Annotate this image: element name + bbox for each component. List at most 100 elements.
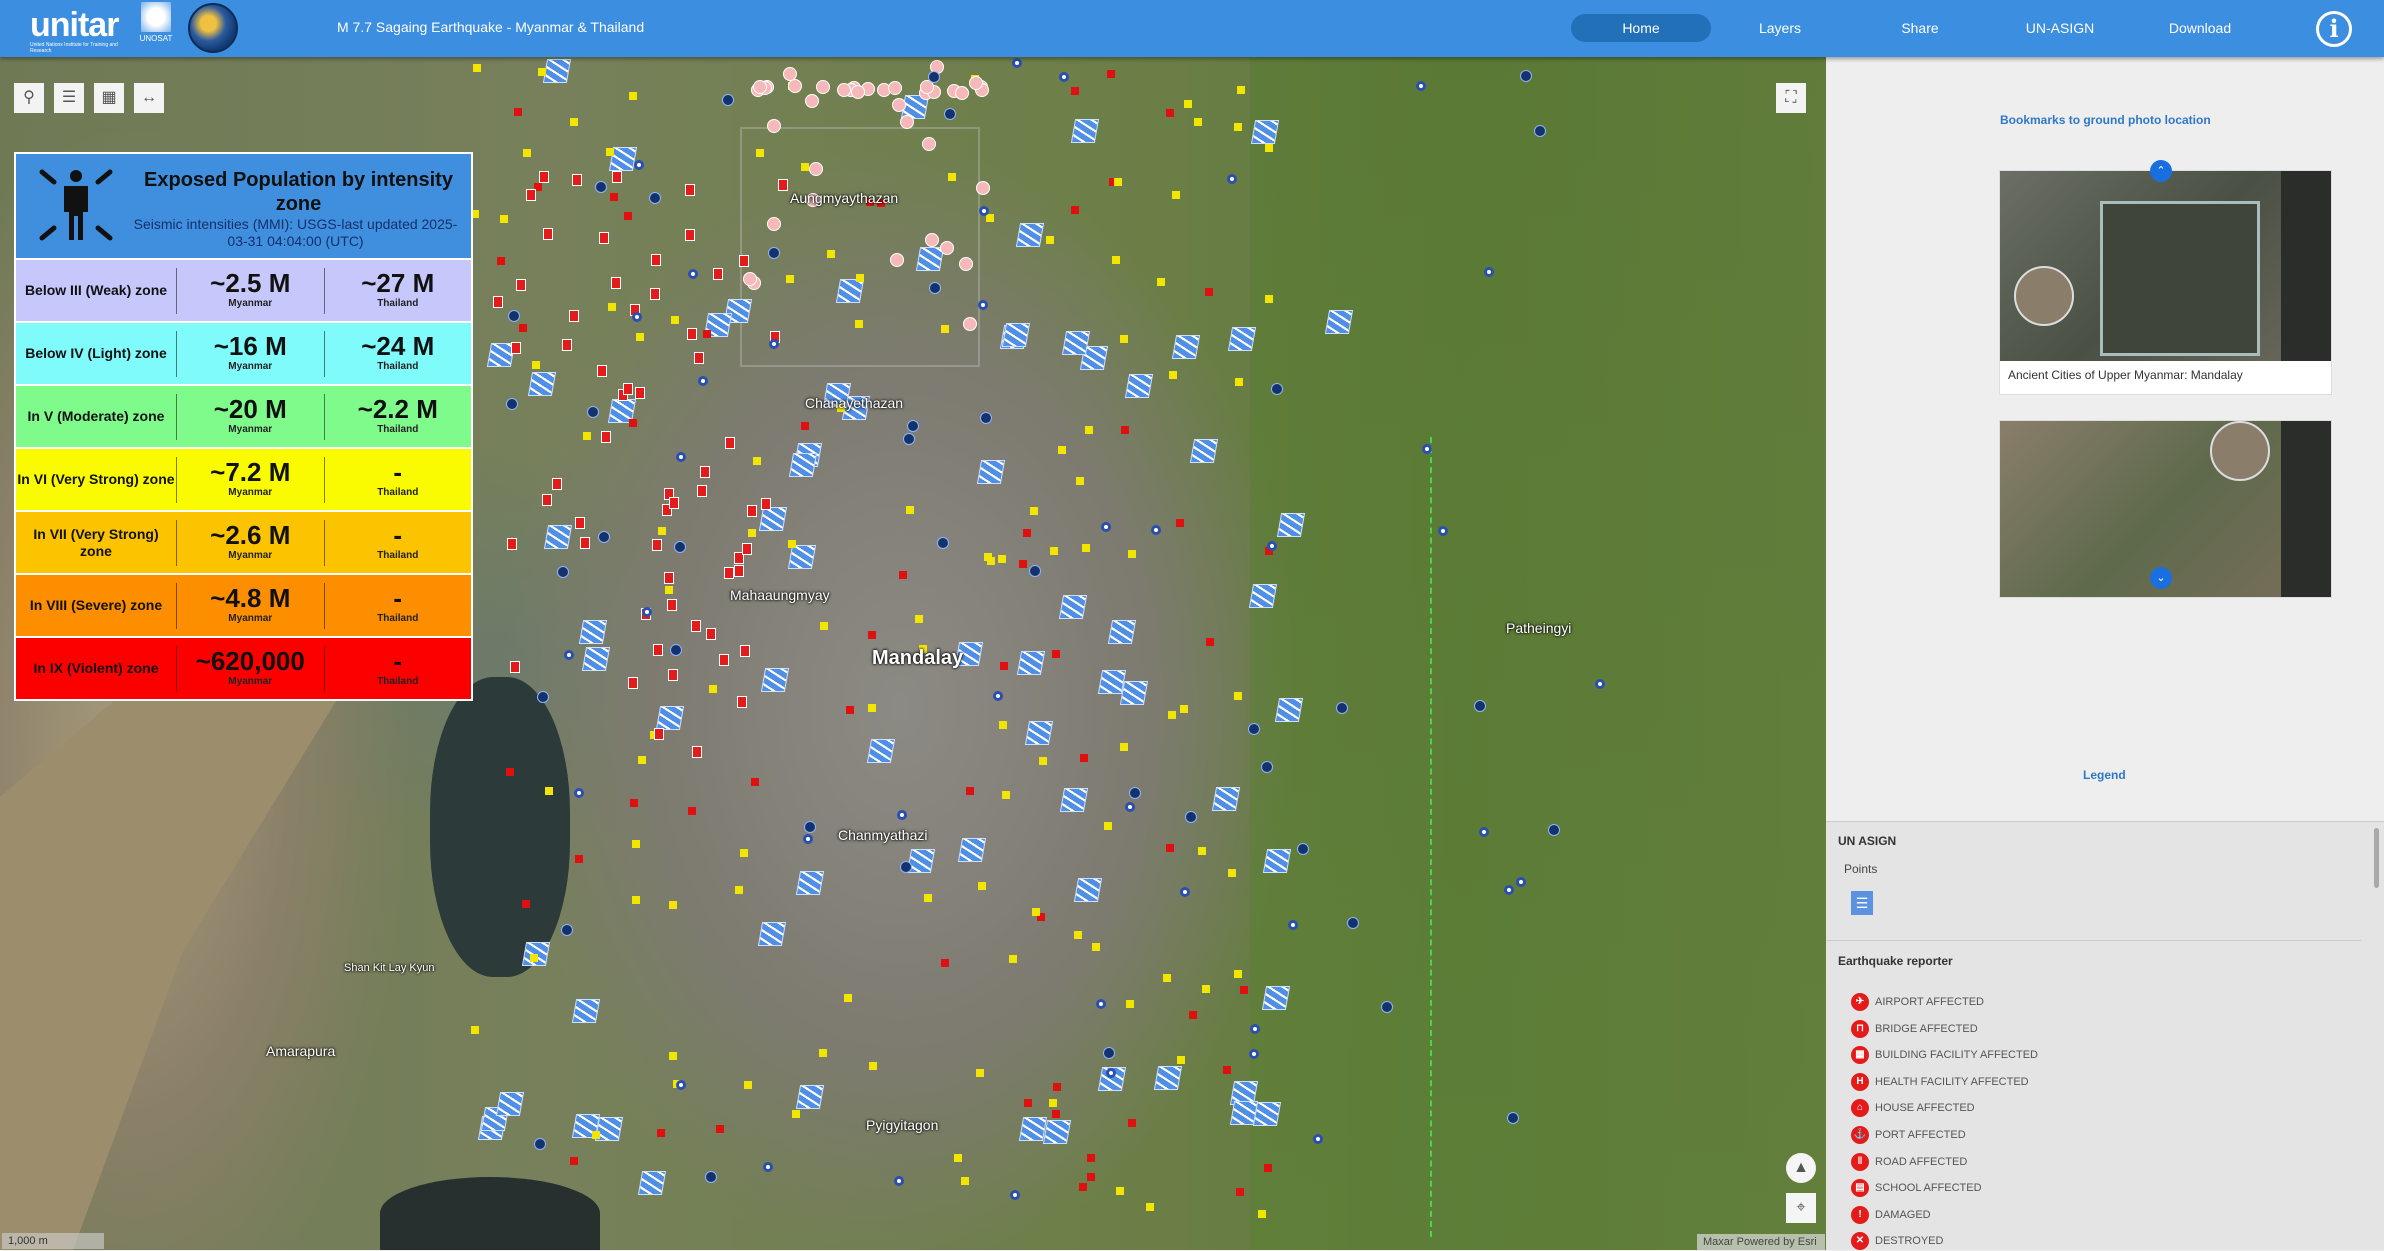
point-marker[interactable] bbox=[751, 777, 760, 786]
reporter-marker[interactable] bbox=[718, 654, 729, 667]
point-marker[interactable] bbox=[632, 895, 641, 904]
building-marker[interactable] bbox=[1296, 842, 1309, 855]
un-asign-marker[interactable] bbox=[637, 1171, 667, 1196]
point-marker[interactable] bbox=[735, 886, 744, 895]
building-marker[interactable] bbox=[722, 94, 735, 107]
point-marker[interactable] bbox=[628, 91, 637, 100]
point-marker[interactable] bbox=[1002, 791, 1011, 800]
point-marker[interactable] bbox=[1019, 560, 1028, 569]
point-marker[interactable] bbox=[1052, 649, 1061, 658]
un-asign-marker[interactable] bbox=[527, 371, 556, 396]
building-marker[interactable] bbox=[903, 432, 916, 445]
reporter-cluster-marker[interactable] bbox=[975, 180, 990, 195]
reporter-marker[interactable] bbox=[599, 232, 610, 245]
legend-link[interactable]: Legend bbox=[2083, 768, 2126, 782]
un-asign-marker[interactable] bbox=[655, 706, 684, 731]
point-marker[interactable] bbox=[975, 1068, 984, 1077]
building-marker[interactable] bbox=[1261, 760, 1274, 773]
reporter-marker[interactable] bbox=[574, 517, 585, 530]
un-asign-marker[interactable] bbox=[958, 838, 987, 863]
un-asign-marker[interactable] bbox=[1059, 595, 1088, 620]
point-marker[interactable] bbox=[623, 212, 632, 221]
health-marker[interactable] bbox=[979, 206, 990, 217]
nav-layers[interactable]: Layers bbox=[1758, 20, 1802, 36]
point-marker[interactable] bbox=[657, 1128, 666, 1137]
health-marker[interactable] bbox=[1313, 1134, 1324, 1144]
info-icon[interactable]: i bbox=[2316, 11, 2352, 47]
point-marker[interactable] bbox=[1222, 1065, 1231, 1074]
nav-download[interactable]: Download bbox=[2168, 20, 2232, 36]
point-marker[interactable] bbox=[531, 360, 540, 369]
health-marker[interactable] bbox=[1478, 826, 1489, 837]
building-marker[interactable] bbox=[1506, 1111, 1519, 1124]
health-marker[interactable] bbox=[1504, 884, 1515, 895]
un-asign-marker[interactable] bbox=[1042, 1120, 1071, 1144]
fullscreen-icon[interactable]: ⛶ bbox=[1776, 83, 1806, 113]
point-marker[interactable] bbox=[716, 1125, 725, 1134]
building-marker[interactable] bbox=[557, 566, 570, 579]
point-marker[interactable] bbox=[1075, 477, 1084, 486]
reporter-marker[interactable] bbox=[516, 278, 527, 291]
health-marker[interactable] bbox=[573, 787, 584, 798]
reporter-cluster-marker[interactable] bbox=[767, 217, 782, 232]
health-marker[interactable] bbox=[1012, 58, 1023, 69]
point-marker[interactable] bbox=[1128, 549, 1137, 558]
building-marker[interactable] bbox=[537, 691, 550, 704]
point-marker[interactable] bbox=[1194, 118, 1203, 127]
basemap-gallery-icon[interactable]: ▦ bbox=[94, 83, 124, 113]
scroll-up-icon[interactable]: ⌃ bbox=[2150, 160, 2172, 182]
point-marker[interactable] bbox=[1258, 1210, 1267, 1219]
un-asign-marker[interactable] bbox=[495, 1092, 524, 1117]
point-marker[interactable] bbox=[523, 148, 532, 157]
point-marker[interactable] bbox=[664, 586, 673, 595]
un-asign-marker[interactable] bbox=[795, 871, 825, 896]
health-marker[interactable] bbox=[1058, 72, 1069, 83]
point-marker[interactable] bbox=[606, 147, 615, 156]
reporter-cluster-marker[interactable] bbox=[940, 241, 955, 256]
reporter-cluster-marker[interactable] bbox=[922, 136, 937, 151]
health-marker[interactable] bbox=[1105, 1067, 1116, 1078]
reporter-marker[interactable] bbox=[596, 365, 607, 378]
point-marker[interactable] bbox=[986, 214, 995, 223]
point-marker[interactable] bbox=[905, 505, 914, 514]
point-marker[interactable] bbox=[1050, 547, 1059, 556]
point-marker[interactable] bbox=[1086, 1172, 1095, 1181]
point-marker[interactable] bbox=[800, 162, 809, 171]
reporter-cluster-marker[interactable] bbox=[891, 97, 906, 112]
legend-scrollbar[interactable] bbox=[2374, 828, 2379, 888]
point-marker[interactable] bbox=[1120, 334, 1129, 343]
point-marker[interactable] bbox=[997, 554, 1006, 563]
un-asign-marker[interactable] bbox=[1261, 985, 1291, 1010]
point-marker[interactable] bbox=[635, 333, 644, 342]
point-marker[interactable] bbox=[1264, 1163, 1273, 1172]
point-marker[interactable] bbox=[987, 557, 996, 566]
point-marker[interactable] bbox=[1168, 370, 1177, 379]
point-marker[interactable] bbox=[1179, 705, 1188, 714]
health-marker[interactable] bbox=[762, 1161, 773, 1172]
building-marker[interactable] bbox=[906, 419, 919, 432]
point-marker[interactable] bbox=[638, 756, 647, 765]
health-marker[interactable] bbox=[1095, 998, 1106, 1009]
reporter-marker[interactable] bbox=[611, 276, 622, 289]
reporter-marker[interactable] bbox=[664, 572, 675, 585]
point-marker[interactable] bbox=[499, 214, 508, 223]
point-marker[interactable] bbox=[923, 894, 932, 903]
health-marker[interactable] bbox=[698, 376, 709, 387]
reporter-cluster-marker[interactable] bbox=[806, 193, 821, 208]
un-asign-marker[interactable] bbox=[757, 921, 787, 946]
point-marker[interactable] bbox=[940, 958, 949, 967]
un-asign-marker[interactable] bbox=[578, 619, 607, 644]
reporter-cluster-marker[interactable] bbox=[963, 316, 978, 331]
building-marker[interactable] bbox=[980, 411, 993, 424]
health-marker[interactable] bbox=[634, 159, 645, 170]
building-marker[interactable] bbox=[1029, 565, 1042, 578]
point-marker[interactable] bbox=[657, 526, 666, 535]
building-marker[interactable] bbox=[944, 108, 957, 121]
point-marker[interactable] bbox=[919, 644, 928, 653]
building-marker[interactable] bbox=[1474, 699, 1487, 712]
reporter-cluster-marker[interactable] bbox=[766, 119, 781, 134]
point-marker[interactable] bbox=[570, 1157, 579, 1166]
point-marker[interactable] bbox=[1084, 426, 1093, 435]
reporter-marker[interactable] bbox=[700, 465, 711, 478]
reporter-marker[interactable] bbox=[601, 431, 612, 444]
